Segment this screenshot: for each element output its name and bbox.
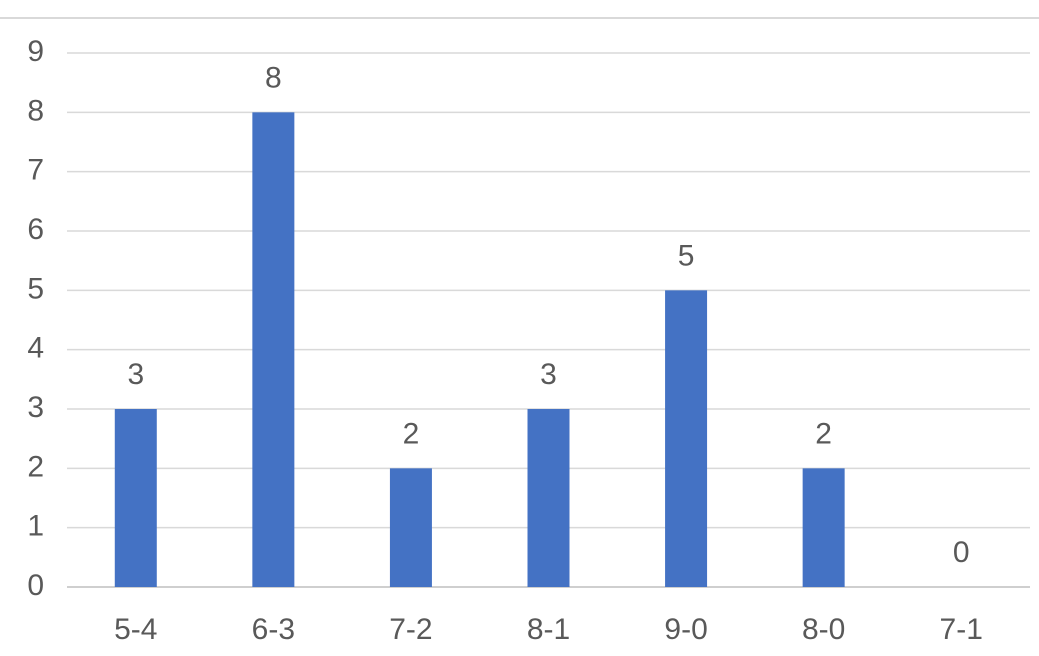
data-label: 3	[127, 358, 144, 391]
x-tick-label: 7-1	[940, 613, 983, 646]
y-tick-label: 3	[27, 391, 44, 424]
y-tick-label: 6	[27, 213, 44, 246]
y-tick-label: 7	[27, 154, 44, 187]
x-tick-label: 8-1	[527, 613, 570, 646]
data-label: 2	[403, 417, 420, 450]
bar	[527, 409, 570, 587]
data-label: 5	[678, 239, 695, 272]
y-tick-label: 1	[27, 510, 44, 543]
y-tick-label: 2	[27, 450, 44, 483]
x-tick-label: 9-0	[664, 613, 707, 646]
bar	[114, 409, 157, 587]
bar	[665, 290, 708, 587]
x-tick-label: 8-0	[802, 613, 845, 646]
y-tick-label: 9	[27, 35, 44, 68]
y-tick-label: 0	[27, 569, 44, 602]
data-label: 3	[540, 358, 557, 391]
data-label: 8	[265, 61, 282, 94]
bar	[802, 468, 845, 587]
bar	[252, 112, 295, 587]
x-tick-label: 5-4	[114, 613, 157, 646]
y-tick-label: 4	[27, 332, 44, 365]
y-tick-label: 8	[27, 94, 44, 127]
x-tick-label: 7-2	[389, 613, 432, 646]
data-label: 2	[815, 417, 832, 450]
y-tick-label: 5	[27, 272, 44, 305]
data-label: 0	[953, 536, 970, 569]
bar	[389, 468, 432, 587]
x-tick-label: 6-3	[252, 613, 295, 646]
